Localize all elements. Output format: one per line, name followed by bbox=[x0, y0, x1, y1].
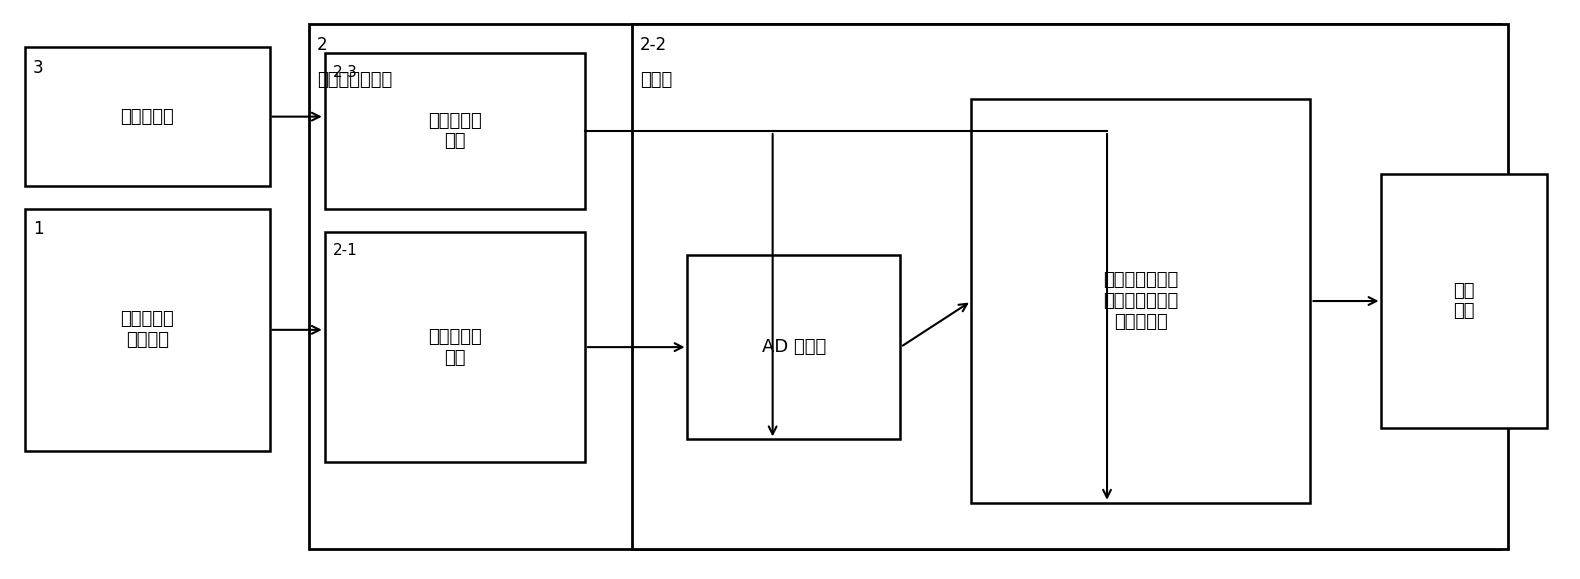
Text: 转速传感器: 转速传感器 bbox=[120, 108, 174, 126]
Bar bbox=[325, 53, 585, 209]
Bar bbox=[687, 255, 901, 439]
Bar bbox=[1381, 174, 1547, 428]
Text: 1: 1 bbox=[33, 221, 44, 239]
Text: 振动冲击检
测传感器: 振动冲击检 测传感器 bbox=[120, 310, 174, 349]
Text: 2-3: 2-3 bbox=[333, 65, 357, 80]
Text: 裂纹
信息: 裂纹 信息 bbox=[1454, 281, 1476, 320]
Text: 3: 3 bbox=[33, 59, 44, 77]
Bar bbox=[25, 47, 270, 186]
Text: 识别齿轮轴裂纹
的共振解调二孤
谱分析软件: 识别齿轮轴裂纹 的共振解调二孤 谱分析软件 bbox=[1103, 271, 1179, 331]
Text: AD 变换器: AD 变换器 bbox=[762, 338, 826, 356]
Text: 计算机: 计算机 bbox=[640, 71, 673, 89]
Bar bbox=[632, 24, 1507, 549]
Bar bbox=[310, 24, 1499, 549]
Text: 2-1: 2-1 bbox=[333, 243, 357, 258]
Bar bbox=[325, 232, 585, 463]
Text: 共振解调检测仪: 共振解调检测仪 bbox=[318, 71, 392, 89]
Text: 2-2: 2-2 bbox=[640, 36, 667, 54]
Text: 共振解调变
换器: 共振解调变 换器 bbox=[428, 328, 482, 367]
Text: 2: 2 bbox=[318, 36, 327, 54]
Bar bbox=[972, 100, 1310, 503]
Bar bbox=[25, 209, 270, 451]
Text: 转速信号处
理器: 转速信号处 理器 bbox=[428, 112, 482, 151]
